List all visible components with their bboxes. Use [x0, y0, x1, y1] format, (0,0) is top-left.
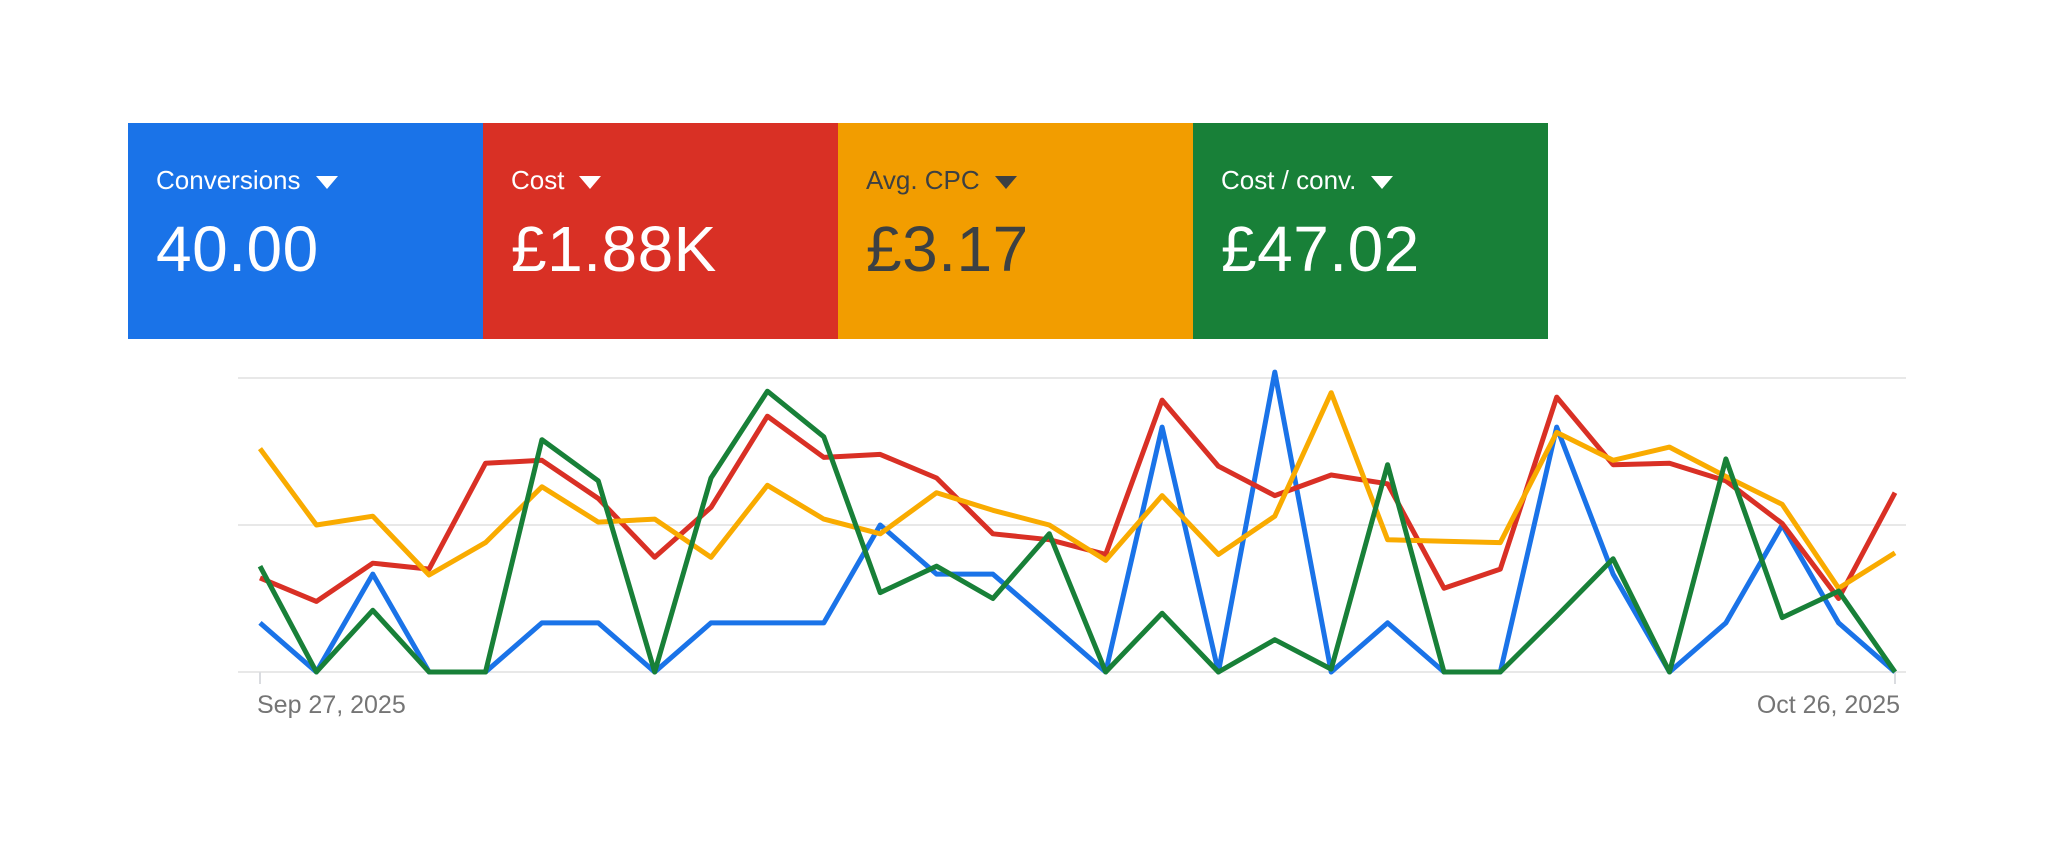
series-line-conversions	[258, 369, 1897, 675]
dropdown-arrow-icon	[579, 175, 602, 189]
metric-selector-cost[interactable]: Cost	[511, 165, 838, 195]
series-line-cost	[259, 394, 1898, 604]
metric-label: Conversions	[156, 165, 301, 195]
scorecard-conversions[interactable]: Conversions 40.00	[128, 123, 483, 339]
metric-label: Cost	[511, 165, 565, 195]
x-axis-label-start: Sep 27, 2025	[257, 691, 406, 719]
dropdown-arrow-icon	[994, 175, 1017, 189]
dropdown-arrow-icon	[1371, 175, 1394, 189]
scorecard-avg-cpc[interactable]: Avg. CPC £3.17	[838, 123, 1193, 339]
metric-selector-cost-per-conv[interactable]: Cost / conv.	[1221, 165, 1548, 195]
metric-selector-conversions[interactable]: Conversions	[156, 165, 483, 195]
x-axis-label-end: Oct 26, 2025	[1756, 691, 1900, 719]
metric-value: £1.88K	[511, 213, 717, 285]
metric-label: Avg. CPC	[866, 165, 980, 195]
scorecard-cost[interactable]: Cost £1.88K	[483, 123, 838, 339]
metric-selector-avg-cpc[interactable]: Avg. CPC	[866, 165, 1193, 195]
series-line-cost-conv	[257, 388, 1898, 675]
metric-value: £3.17	[866, 213, 1029, 285]
scorecards-row: Conversions 40.00 Cost £1.88K Avg. CPC £…	[128, 123, 1548, 339]
metric-value: 40.00	[156, 213, 319, 285]
metric-value: £47.02	[1221, 213, 1420, 285]
dropdown-arrow-icon	[315, 175, 338, 189]
scorecard-cost-per-conv[interactable]: Cost / conv. £47.02	[1193, 123, 1548, 339]
series-line-avg-cpc	[257, 390, 1897, 591]
metric-label: Cost / conv.	[1221, 165, 1357, 195]
